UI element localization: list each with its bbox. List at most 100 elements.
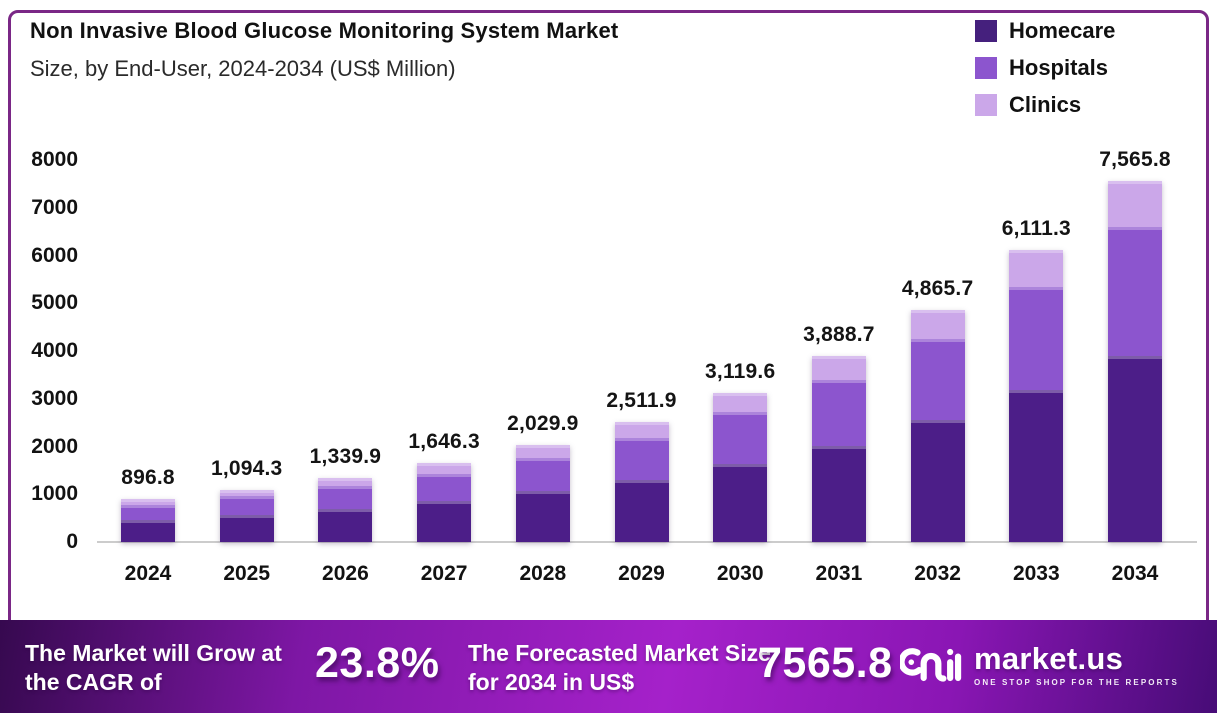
bar-segment-hospitals-2025 — [219, 496, 274, 515]
stacked-bar-2029 — [614, 422, 669, 542]
bar-segment-clinics-2027 — [417, 463, 472, 474]
bar-segment-clinics-2034 — [1108, 180, 1162, 228]
bar-value-label-2027: 1,646.3 — [408, 430, 480, 454]
bar-segment-clinics-2032 — [910, 309, 965, 340]
legend-swatch-homecare — [975, 20, 997, 42]
bar-value-label-2029: 2,511.9 — [606, 389, 677, 413]
x-axis-label-2027: 2027 — [420, 562, 468, 585]
bar-segment-clinics-2024 — [121, 499, 175, 505]
page-title: Non Invasive Blood Glucose Monitoring Sy… — [30, 18, 619, 43]
stacked-bar-2030 — [713, 393, 768, 542]
bar-value-label-2031: 3,888.7 — [803, 323, 875, 347]
x-axis-label-2026: 2026 — [322, 562, 369, 585]
page-subtitle: Size, by End-User, 2024-2034 (US$ Millio… — [30, 56, 456, 81]
brand-textblock: market.us ONE STOP SHOP FOR THE REPORTS — [974, 643, 1179, 687]
legend-item-clinics: Clinics — [975, 92, 1115, 118]
y-tick-5000: 5000 — [31, 291, 78, 315]
bar-segment-hospitals-2028 — [515, 457, 570, 492]
bar-segment-clinics-2029 — [614, 422, 669, 438]
bar-segment-homecare-2028 — [515, 491, 570, 542]
brand-tagline: ONE STOP SHOP FOR THE REPORTS — [974, 678, 1179, 687]
bar-value-label-2034: 7,565.8 — [1099, 147, 1171, 171]
x-axis-label-2024: 2024 — [124, 562, 172, 585]
bar-value-label-2024: 896.8 — [121, 466, 175, 490]
bar-segment-clinics-2025 — [219, 489, 274, 497]
stacked-bar-2031 — [811, 356, 866, 542]
bar-segment-hospitals-2026 — [318, 486, 373, 509]
bar-value-label-2033: 6,111.3 — [1001, 217, 1071, 241]
stacked-bar-2025 — [219, 489, 274, 542]
bar-segment-clinics-2030 — [713, 393, 768, 412]
y-tick-0: 0 — [66, 530, 78, 553]
bar-segment-hospitals-2032 — [910, 339, 965, 421]
bar-segment-hospitals-2027 — [417, 473, 472, 502]
stacked-bar-2034 — [1108, 180, 1162, 542]
x-axis-label-2031: 2031 — [815, 562, 863, 585]
legend-item-hospitals: Hospitals — [975, 55, 1115, 81]
legend-item-homecare: Homecare — [975, 18, 1115, 44]
y-tick-1000: 1000 — [31, 482, 78, 506]
bar-segment-homecare-2027 — [417, 501, 472, 542]
y-tick-7000: 7000 — [31, 195, 78, 219]
bar-segment-homecare-2031 — [811, 446, 866, 542]
bar-segment-homecare-2029 — [614, 479, 669, 542]
legend-swatch-hospitals — [975, 57, 997, 79]
x-axis-label-2033: 2033 — [1012, 562, 1060, 585]
forecast-value: 7565.8 — [758, 639, 893, 687]
bar-segment-homecare-2030 — [713, 464, 768, 542]
legend-label: Homecare — [1009, 18, 1116, 43]
bar-segment-homecare-2032 — [910, 420, 965, 542]
legend-label: Hospitals — [1009, 55, 1109, 80]
stacked-bar-2032 — [910, 309, 965, 542]
bar-segment-hospitals-2033 — [1009, 287, 1064, 391]
bar-segment-clinics-2026 — [318, 478, 373, 487]
y-tick-6000: 6000 — [31, 243, 78, 267]
bar-value-label-2025: 1,094.3 — [210, 456, 283, 480]
bar-value-label-2028: 2,029.9 — [507, 412, 579, 436]
x-axis-label-2028: 2028 — [519, 562, 567, 585]
bar-segment-hospitals-2030 — [713, 411, 768, 465]
bar-segment-hospitals-2031 — [811, 379, 866, 446]
bar-segment-clinics-2028 — [515, 445, 570, 458]
forecast-text: The Forecasted Market Size for 2034 in U… — [468, 640, 771, 695]
cagr-value: 23.8% — [315, 639, 440, 687]
stacked-bar-2026 — [318, 478, 373, 542]
x-axis-label-2025: 2025 — [223, 562, 271, 585]
market-us-logo-icon — [900, 648, 962, 682]
stacked-bar-2033 — [1009, 250, 1064, 542]
bar-value-label-2030: 3,119.6 — [705, 360, 776, 384]
bar-segment-homecare-2034 — [1108, 355, 1162, 542]
brand-name: market.us — [974, 641, 1124, 676]
bar-value-label-2026: 1,339.9 — [309, 445, 382, 469]
x-axis-label-2034: 2034 — [1111, 562, 1159, 585]
chart-legend: Homecare Hospitals Clinics — [975, 18, 1115, 129]
bar-segment-clinics-2031 — [811, 356, 866, 380]
brand-logo: market.us ONE STOP SHOP FOR THE REPORTS — [900, 634, 1179, 696]
y-tick-2000: 2000 — [31, 434, 78, 458]
y-tick-3000: 3000 — [31, 386, 78, 410]
bar-segment-hospitals-2029 — [614, 437, 669, 480]
bar-segment-homecare-2024 — [121, 519, 175, 542]
chart-frame — [8, 10, 1209, 656]
bar-segment-clinics-2033 — [1009, 250, 1064, 288]
bar-segment-homecare-2025 — [219, 514, 274, 542]
bar-segment-hospitals-2034 — [1108, 227, 1162, 356]
x-axis-label-2029: 2029 — [618, 562, 665, 585]
bar-segment-homecare-2026 — [318, 508, 373, 542]
legend-swatch-clinics — [975, 94, 997, 116]
legend-label: Clinics — [1009, 92, 1082, 117]
bar-segment-homecare-2033 — [1009, 390, 1064, 542]
y-tick-8000: 8000 — [31, 148, 78, 171]
bar-segment-hospitals-2024 — [121, 504, 175, 520]
stacked-bar-2024 — [121, 499, 175, 542]
bar-value-label-2032: 4,865.7 — [901, 276, 974, 300]
x-axis-line — [97, 541, 1197, 543]
stacked-bar-2028 — [515, 445, 570, 542]
y-tick-4000: 4000 — [31, 339, 78, 362]
x-axis-label-2030: 2030 — [716, 562, 764, 585]
x-axis-label-2032: 2032 — [914, 562, 961, 585]
footer-banner: The Market will Grow at the CAGR of 23.8… — [0, 620, 1217, 713]
cagr-text: The Market will Grow at the CAGR of — [25, 640, 282, 695]
stacked-bar-2027 — [417, 463, 472, 542]
